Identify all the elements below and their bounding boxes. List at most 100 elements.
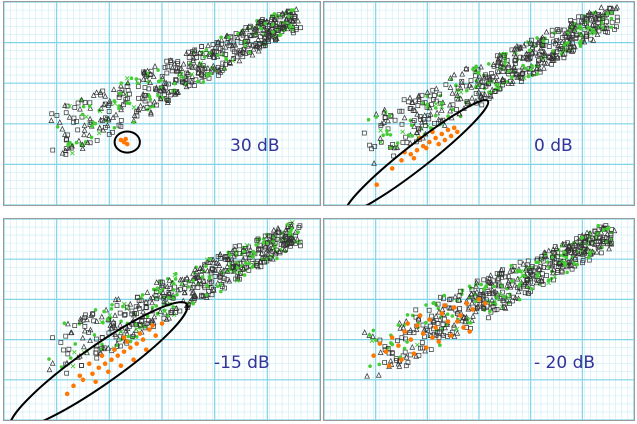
highlight-point <box>464 301 469 306</box>
square-marker <box>130 334 135 339</box>
triangle-marker <box>478 78 484 84</box>
triangle-marker <box>519 55 526 61</box>
triangle-marker <box>270 226 277 233</box>
triangle-marker <box>81 131 87 138</box>
green-marker <box>406 133 411 137</box>
triangle-marker <box>568 23 575 29</box>
square-marker <box>91 318 96 324</box>
highlight-point <box>115 353 121 358</box>
triangle-marker <box>381 108 387 115</box>
triangle-marker <box>478 63 484 70</box>
triangle-marker <box>183 50 190 56</box>
square-marker <box>160 283 166 289</box>
square-marker <box>212 274 218 279</box>
square-marker <box>422 119 427 125</box>
triangle-marker <box>62 102 68 108</box>
square-marker <box>591 23 596 29</box>
green-marker <box>510 279 514 284</box>
square-marker <box>182 280 188 286</box>
highlight-point <box>476 297 482 302</box>
square-marker <box>596 239 601 244</box>
highlight-point <box>87 361 92 367</box>
square-marker <box>63 146 69 151</box>
triangle-marker <box>560 51 567 57</box>
square-marker <box>199 73 205 78</box>
green-marker <box>580 235 585 240</box>
triangle-marker <box>120 89 127 96</box>
square-marker <box>212 267 218 273</box>
triangle-marker <box>441 122 448 128</box>
scatter-panel-minus15db: -15 dB <box>3 218 321 421</box>
square-marker <box>468 78 474 83</box>
square-marker <box>169 68 175 74</box>
square-marker <box>260 256 266 262</box>
triangle-marker <box>166 290 172 296</box>
green-x-marker <box>559 243 565 248</box>
square-marker <box>195 285 201 290</box>
green-x-marker <box>124 75 130 81</box>
green-marker <box>599 21 604 25</box>
square-marker <box>146 318 151 323</box>
square-marker <box>63 333 69 339</box>
triangle-marker <box>469 94 475 101</box>
green-x-marker <box>520 273 526 279</box>
square-marker <box>416 126 421 131</box>
square-marker <box>481 277 487 283</box>
square-marker <box>609 19 615 25</box>
triangle-marker <box>110 86 117 92</box>
highlight-point <box>150 323 155 328</box>
green-marker <box>74 140 79 145</box>
square-marker <box>382 114 388 120</box>
scatter-panel-minus20db: - 20 dB <box>323 218 635 421</box>
triangle-marker <box>554 53 561 60</box>
green-marker <box>502 294 506 299</box>
green-x-marker <box>454 326 460 332</box>
square-marker <box>168 310 174 315</box>
square-marker <box>544 273 549 279</box>
highlight-point <box>420 331 426 336</box>
square-marker <box>87 140 93 146</box>
green-marker <box>148 97 153 102</box>
green-marker <box>572 261 576 265</box>
square-marker <box>480 79 486 85</box>
green-marker <box>509 263 514 268</box>
triangle-marker <box>183 76 190 83</box>
square-marker <box>256 246 261 252</box>
green-marker <box>517 297 522 302</box>
square-marker <box>75 127 81 133</box>
triangle-marker <box>249 51 256 58</box>
square-marker <box>143 305 149 311</box>
square-marker <box>61 347 66 353</box>
green-marker <box>171 305 175 309</box>
green-marker <box>66 143 70 147</box>
square-marker <box>65 351 71 357</box>
square-marker <box>142 93 147 98</box>
triangle-marker <box>475 83 481 89</box>
green-marker <box>578 41 583 46</box>
triangle-marker <box>131 311 137 318</box>
green-marker <box>166 295 171 300</box>
square-marker <box>209 292 215 298</box>
highlight-point <box>442 303 448 308</box>
triangle-marker <box>147 295 154 302</box>
square-marker <box>557 27 563 33</box>
square-marker <box>584 31 590 37</box>
triangle-marker <box>571 240 578 246</box>
square-marker <box>479 293 485 299</box>
square-marker <box>247 25 252 30</box>
square-marker <box>490 304 496 310</box>
square-marker <box>493 88 499 94</box>
green-marker <box>101 320 105 325</box>
square-marker <box>559 269 565 275</box>
square-marker <box>540 271 545 277</box>
highlight-point <box>408 151 414 157</box>
square-marker <box>220 60 226 66</box>
square-marker <box>274 28 280 33</box>
square-marker <box>501 79 506 84</box>
square-marker <box>82 323 88 329</box>
triangle-marker <box>495 56 502 63</box>
green-marker <box>410 134 414 138</box>
square-marker <box>405 99 411 105</box>
square-marker <box>231 49 237 55</box>
square-marker <box>274 247 280 253</box>
